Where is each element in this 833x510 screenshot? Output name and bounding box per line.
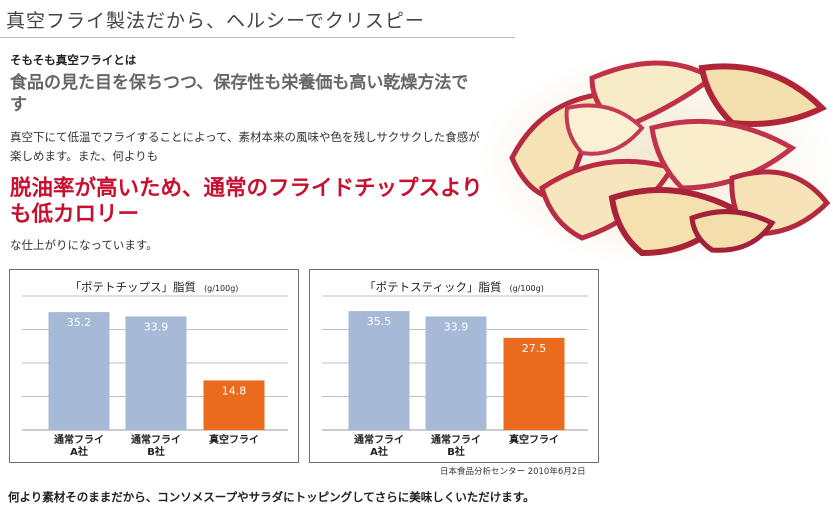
bar-value-label: 33.9 — [444, 320, 469, 333]
chart-title: 「ポテトチップス」脂質 (g/100g) — [10, 279, 298, 295]
category-tick-label: 通常フライ — [131, 433, 181, 446]
bar — [203, 380, 265, 430]
sweet-potato-chips-photo — [479, 52, 833, 266]
source-note: 日本食品分析センター 2010年6月2日 — [440, 467, 586, 477]
page-title: 真空フライ製法だから、ヘルシーでクリスピー — [6, 10, 425, 32]
intro-highlight: 脱油率が高いため、通常のフライドチップスよりも低カロリー — [10, 176, 483, 227]
intro-kicker: そもそも真空フライとは — [10, 53, 137, 67]
bar-value-label: 27.5 — [522, 342, 547, 355]
bar — [348, 311, 410, 430]
bar — [503, 337, 565, 430]
category-tick-label: 通常フライ — [354, 433, 404, 446]
bar-value-label: 33.9 — [144, 320, 169, 333]
chart-title: 「ポテトスティック」脂質 (g/100g) — [310, 279, 598, 295]
bar-value-label: 35.5 — [367, 315, 392, 328]
intro-lead: 食品の見た目を保ちつつ、保存性も栄養価も高い乾燥方法です — [10, 73, 469, 115]
category-tick-label: 真空フライ — [509, 433, 559, 446]
category-tick-label: B社 — [447, 445, 465, 458]
chart-title-text: 「ポテトスティック」脂質 — [364, 280, 502, 294]
chart-unit: (g/100g) — [509, 284, 544, 293]
category-tick-label: 通常フライ — [54, 433, 104, 446]
category-tick-label: A社 — [70, 445, 88, 458]
bar — [125, 316, 187, 430]
chart-potato-chips: 「ポテトチップス」脂質 (g/100g) 35.2 通常フライ A社 33.9 通常フライ… — [9, 269, 299, 463]
title-divider — [0, 37, 515, 38]
bar — [425, 316, 487, 430]
bar — [48, 312, 110, 430]
footer-text: 何より素材そのままだから、コンソメスープやサラダにトッピングしてさらに美味しくい… — [8, 490, 535, 504]
chart-title-text: 「ポテトチップス」脂質 — [69, 280, 197, 294]
bar-value-label: 14.8 — [222, 384, 247, 397]
category-tick-label: A社 — [370, 445, 388, 458]
chart-unit: (g/100g) — [204, 284, 239, 293]
category-tick-label: 通常フライ — [431, 433, 481, 446]
category-tick-label: B社 — [147, 445, 165, 458]
category-tick-label: 真空フライ — [209, 433, 259, 446]
bar-value-label: 35.2 — [67, 316, 92, 329]
chart-potato-sticks: 「ポテトスティック」脂質 (g/100g) 35.5 通常フライ A社 33.9 通常フラ… — [309, 269, 599, 463]
intro-body: 真空下にて低温でフライすることによって、素材本来の風味や色を残しサクサクした食感… — [10, 130, 480, 163]
intro-body-continued: な仕上がりになっています。 — [10, 238, 158, 252]
